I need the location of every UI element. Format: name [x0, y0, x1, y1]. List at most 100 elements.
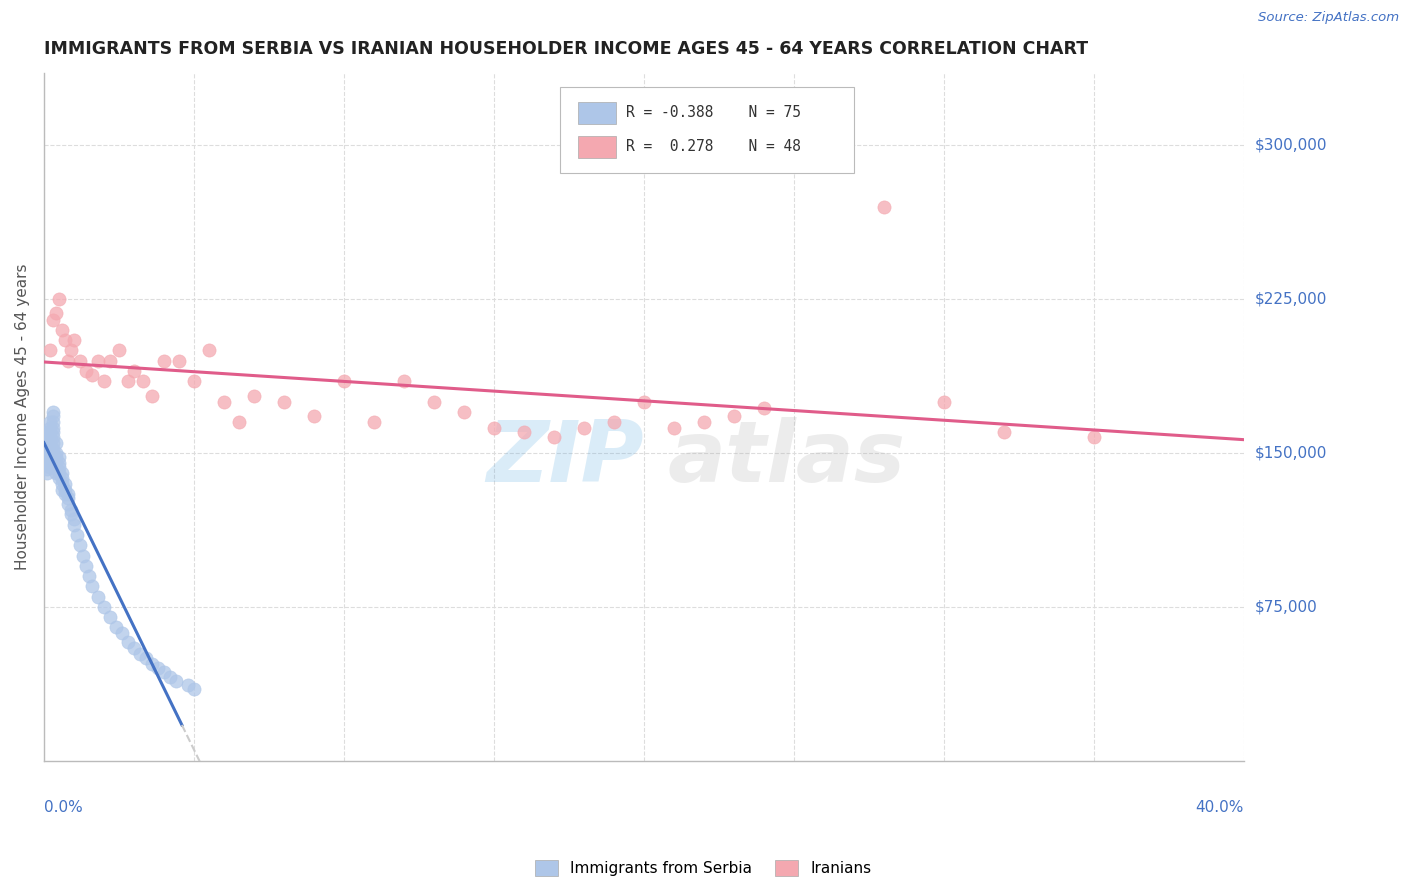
Point [48, 460, 70, 475]
Point [42, 429, 65, 443]
Point [35, 425, 58, 440]
Text: IMMIGRANTS FROM SERBIA VS IRANIAN HOUSEHOLDER INCOME AGES 45 - 64 YEARS CORRELAT: IMMIGRANTS FROM SERBIA VS IRANIAN HOUSEH… [44, 40, 1088, 58]
Point [35, 429, 58, 443]
Point [35, 446, 58, 460]
Point [333, 374, 356, 388]
Point [363, 415, 385, 429]
Point [42, 409, 65, 423]
Point [80, 579, 103, 593]
Point [45, 456, 67, 470]
Point [38, 456, 60, 470]
Point [48, 450, 70, 464]
Point [129, 647, 152, 661]
Point [51, 476, 73, 491]
Point [98, 610, 121, 624]
Point [56, 353, 79, 368]
Point [104, 620, 127, 634]
Legend: Immigrants from Serbia, Iranians: Immigrants from Serbia, Iranians [529, 855, 877, 882]
Point [45, 467, 67, 481]
Text: ZIP: ZIP [486, 417, 644, 500]
Point [42, 442, 65, 456]
Point [77, 569, 100, 583]
Point [51, 467, 73, 481]
Point [932, 394, 955, 409]
Text: 0.0%: 0.0% [44, 799, 83, 814]
Point [135, 651, 157, 665]
Point [38, 446, 60, 460]
Point [243, 388, 266, 402]
Point [53, 487, 76, 501]
Point [177, 678, 200, 692]
Point [993, 425, 1015, 440]
Point [56, 491, 79, 505]
Point [53, 333, 76, 347]
Point [141, 657, 163, 672]
Point [38, 435, 60, 450]
Point [35, 462, 58, 476]
Point [45, 446, 67, 460]
Point [75, 558, 97, 573]
Point [603, 415, 626, 429]
Point [38, 415, 60, 429]
Point [59, 508, 82, 522]
Point [122, 640, 145, 655]
Point [167, 353, 190, 368]
Point [45, 306, 67, 320]
Point [38, 442, 60, 456]
Point [153, 353, 176, 368]
Point [35, 467, 58, 481]
Point [69, 353, 91, 368]
Point [117, 634, 139, 648]
Point [165, 673, 187, 688]
Text: $300,000: $300,000 [1256, 137, 1327, 153]
Point [51, 483, 73, 497]
Point [38, 421, 60, 435]
Point [93, 374, 115, 388]
Point [69, 538, 91, 552]
Point [228, 415, 250, 429]
Point [42, 435, 65, 450]
Point [87, 590, 110, 604]
Point [153, 665, 176, 680]
Point [273, 394, 295, 409]
Point [423, 394, 446, 409]
Point [75, 364, 97, 378]
Point [723, 409, 745, 423]
Point [80, 368, 103, 382]
Point [42, 312, 65, 326]
Point [98, 353, 121, 368]
Point [48, 467, 70, 481]
Point [212, 394, 235, 409]
Point [59, 343, 82, 358]
Point [53, 476, 76, 491]
Point [42, 425, 65, 440]
Text: $75,000: $75,000 [1256, 599, 1317, 615]
Point [752, 401, 775, 415]
Point [392, 374, 415, 388]
Point [146, 661, 169, 675]
Point [51, 470, 73, 484]
Point [45, 450, 67, 464]
Point [87, 353, 110, 368]
Point [873, 200, 896, 214]
Point [302, 409, 325, 423]
Point [35, 442, 58, 456]
Point [132, 374, 155, 388]
Point [38, 429, 60, 443]
Point [63, 333, 86, 347]
Point [56, 487, 79, 501]
Point [63, 511, 86, 525]
Point [38, 450, 60, 464]
Point [183, 681, 205, 696]
Point [48, 292, 70, 306]
Point [572, 421, 595, 435]
Point [35, 456, 58, 470]
Point [38, 343, 60, 358]
Text: R =  0.278    N = 48: R = 0.278 N = 48 [626, 139, 801, 154]
Point [35, 450, 58, 464]
Point [198, 343, 221, 358]
Point [51, 323, 73, 337]
Point [543, 429, 565, 443]
Y-axis label: Householder Income Ages 45 - 64 years: Householder Income Ages 45 - 64 years [15, 264, 30, 570]
FancyBboxPatch shape [578, 102, 616, 124]
